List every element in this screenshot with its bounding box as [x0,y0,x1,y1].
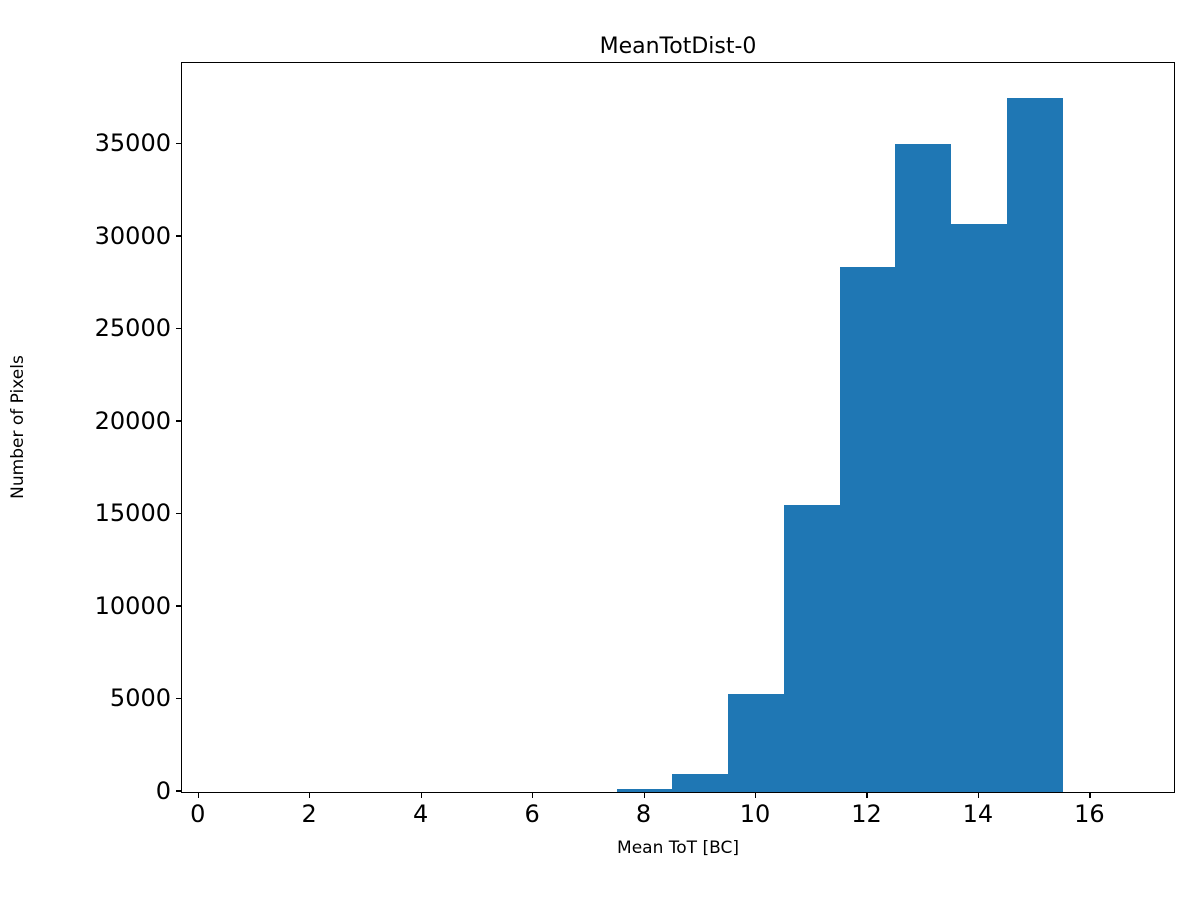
y-tick-label: 35000 [94,129,171,158]
y-tick-mark [176,235,181,237]
x-tick-mark [755,793,757,798]
y-axis-ticks: 0 5000 10000 15000 20000 25000 30000 35000 [0,62,181,805]
y-tick-mark [176,790,181,792]
x-tick-label: 4 [412,800,429,828]
histogram-bar [839,266,896,792]
histogram-bar [728,693,784,792]
y-tick-label: 20000 [94,406,171,435]
y-tick-mark [176,142,181,144]
y-tick-mark [176,327,181,330]
y-tick-label: 30000 [94,221,171,250]
y-tick-mark [176,420,181,422]
x-tick-mark [420,793,422,798]
x-tick-label: 14 [962,800,994,828]
x-tick-label: 0 [190,800,206,828]
y-tick-mark [176,512,181,515]
y-tick-label: 5000 [109,684,171,713]
x-tick-mark [197,793,199,798]
plot-area [181,62,1175,793]
y-tick-mark [176,697,181,700]
x-tick-mark [1089,793,1091,798]
histogram-bar [951,223,1007,792]
histogram-bar [616,789,673,792]
y-tick-label: 0 [155,777,171,805]
x-tick-label: 8 [635,800,652,828]
x-tick-mark [643,793,645,798]
histogram-bar [895,144,952,792]
x-tick-mark [532,793,534,798]
x-axis-label: Mean ToT [BC] [617,838,739,858]
y-tick-label: 10000 [94,591,171,620]
x-tick-mark [977,793,980,798]
y-tick-mark [176,605,181,607]
histogram-bar [783,505,840,792]
histogram-bar [1006,98,1063,792]
y-tick-label: 25000 [94,314,171,343]
x-axis-ticks: 0 2 4 6 8 10 12 14 16 [181,793,1175,833]
x-tick-mark [866,793,868,798]
x-tick-label: 2 [301,800,317,828]
x-tick-label: 10 [739,800,771,828]
y-tick-label: 15000 [94,499,171,528]
x-tick-label: 6 [524,800,540,828]
x-tick-label: 16 [1074,800,1105,828]
x-tick-mark [309,793,311,798]
chart-title: MeanTotDist-0 [599,34,757,59]
x-tick-label: 12 [851,800,882,828]
y-axis-label: Number of Pixels [8,355,28,499]
histogram-bar [672,773,729,792]
